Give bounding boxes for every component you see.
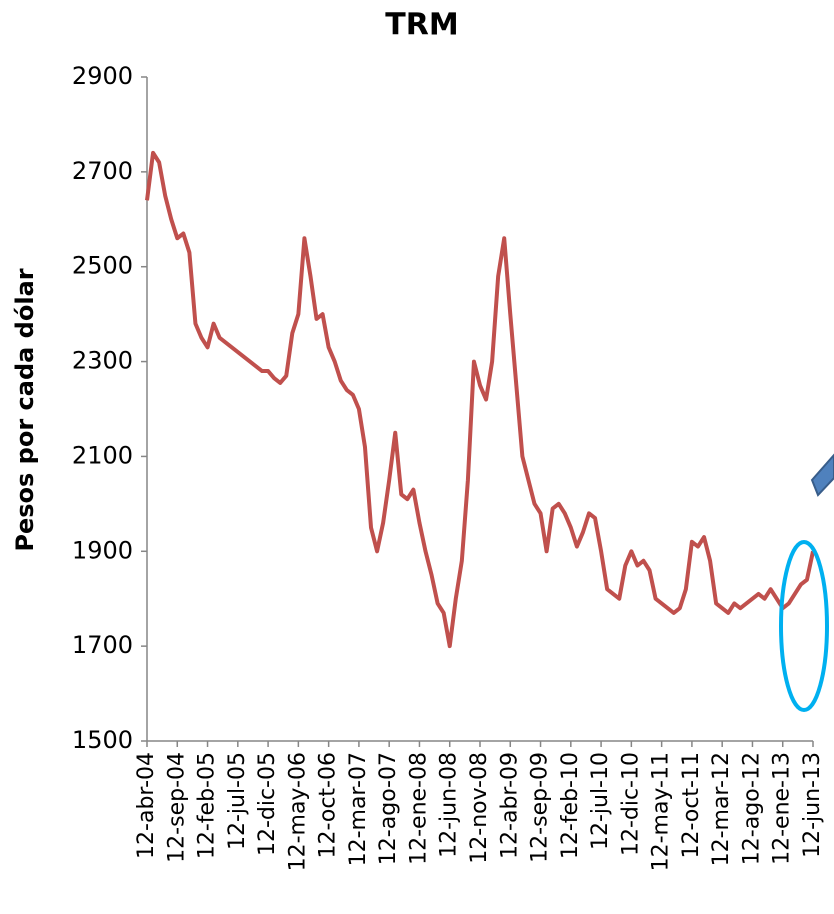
y-tick-label: 2700 [72, 157, 133, 185]
x-tick-label: 12-jul-05 [225, 752, 250, 850]
x-tick-label: 12-may-06 [285, 752, 310, 871]
x-tick-label: 12-nov-08 [467, 752, 492, 864]
x-tick-label: 12-oct-06 [316, 752, 341, 858]
x-tick-label: 12-abr-09 [497, 752, 522, 859]
x-tick-label: 12-ene-08 [406, 752, 431, 865]
y-tick-label: 2900 [72, 62, 133, 90]
y-tick-label: 2500 [72, 252, 133, 280]
y-tick-label: 2300 [72, 347, 133, 375]
x-tick-label: 12-sep-04 [164, 752, 189, 863]
x-tick-label: 12-jul-10 [588, 752, 613, 850]
x-tick-label: 12-ago-07 [376, 752, 401, 865]
x-tick-label: 12-mar-12 [709, 752, 734, 866]
x-tick-label: 12-jun-13 [800, 752, 825, 858]
chart-title: TRM [385, 8, 458, 43]
x-tick-label: 12-dic-05 [255, 752, 280, 856]
x-tick-label: 12-may-11 [649, 752, 674, 871]
x-tick-label: 12-jun-08 [437, 752, 462, 858]
line [145, 150, 815, 649]
x-tick-label: 12-ago-12 [739, 752, 764, 865]
arrow [810, 453, 834, 497]
x-tick-label: 12-mar-07 [346, 752, 371, 866]
y-tick-label: 1500 [72, 726, 133, 754]
x-tick-label: 12-dic-10 [618, 752, 643, 856]
x-tick-label: 12-sep-09 [528, 752, 553, 863]
plot: 1500 1700 1900 2100 2300 2500 2700 2900 12-abr-0… [72, 62, 825, 871]
y-tick-label: 2100 [72, 441, 133, 469]
highlight-ellipse [779, 540, 829, 712]
x-tick-label: 12-ene-13 [770, 752, 795, 865]
y-tick-label: 1700 [72, 631, 133, 659]
x-tick-label: 12-oct-11 [679, 752, 704, 858]
x-tick-label: 12-feb-10 [558, 752, 583, 859]
x-tick-label: 12-feb-05 [195, 752, 220, 859]
y-axis-label: Pesos por cada dólar [11, 268, 39, 551]
y-tick-label: 1900 [72, 536, 133, 564]
x-tick-label: 12-abr-04 [134, 752, 159, 859]
